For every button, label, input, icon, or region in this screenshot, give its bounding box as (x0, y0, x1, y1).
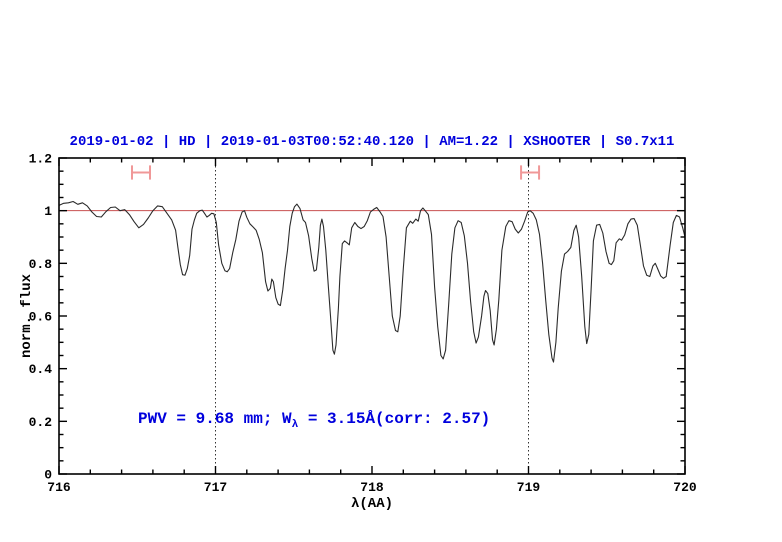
plot-title: 2019-01-02 | HD | 2019-01-03T00:52:40.12… (69, 134, 675, 150)
x-tick-label: 717 (204, 480, 227, 495)
x-tick-label: 720 (673, 480, 697, 495)
y-tick-label: 0.4 (29, 362, 53, 377)
pwv-annotation: PWV = 9.68 mm; Wλ = 3.15Å(corr: 2.57) (138, 410, 490, 431)
x-axis-label: λ(AA) (350, 496, 393, 512)
spectrum-line (58, 200, 686, 363)
y-axis-label: norm. flux (19, 273, 35, 359)
y-tick-label: 1 (44, 204, 52, 219)
range-markers (131, 165, 541, 180)
y-axis-ticks (59, 157, 685, 475)
y-tick-label: 0.6 (29, 310, 53, 325)
y-tick-label: 0 (44, 468, 52, 483)
y-tick-label: 0.2 (29, 415, 53, 430)
x-tick-labels: 716 717 718 719 720 (47, 480, 697, 495)
x-axis-ticks (58, 158, 686, 474)
y-tick-labels: 0 0.2 0.4 0.6 0.8 1 1.2 (29, 152, 53, 483)
x-tick-label: 718 (360, 480, 384, 495)
pwv-annotation-subscript: λ (291, 419, 299, 432)
pwv-annotation-suffix: = 3.15Å(corr: 2.57) (298, 410, 491, 428)
y-tick-label: 1.2 (29, 152, 53, 167)
y-tick-label: 0.8 (29, 257, 53, 272)
pwv-annotation-prefix: PWV = 9.68 mm; W (138, 410, 292, 428)
x-tick-label: 716 (47, 480, 71, 495)
x-tick-label: 719 (517, 480, 541, 495)
